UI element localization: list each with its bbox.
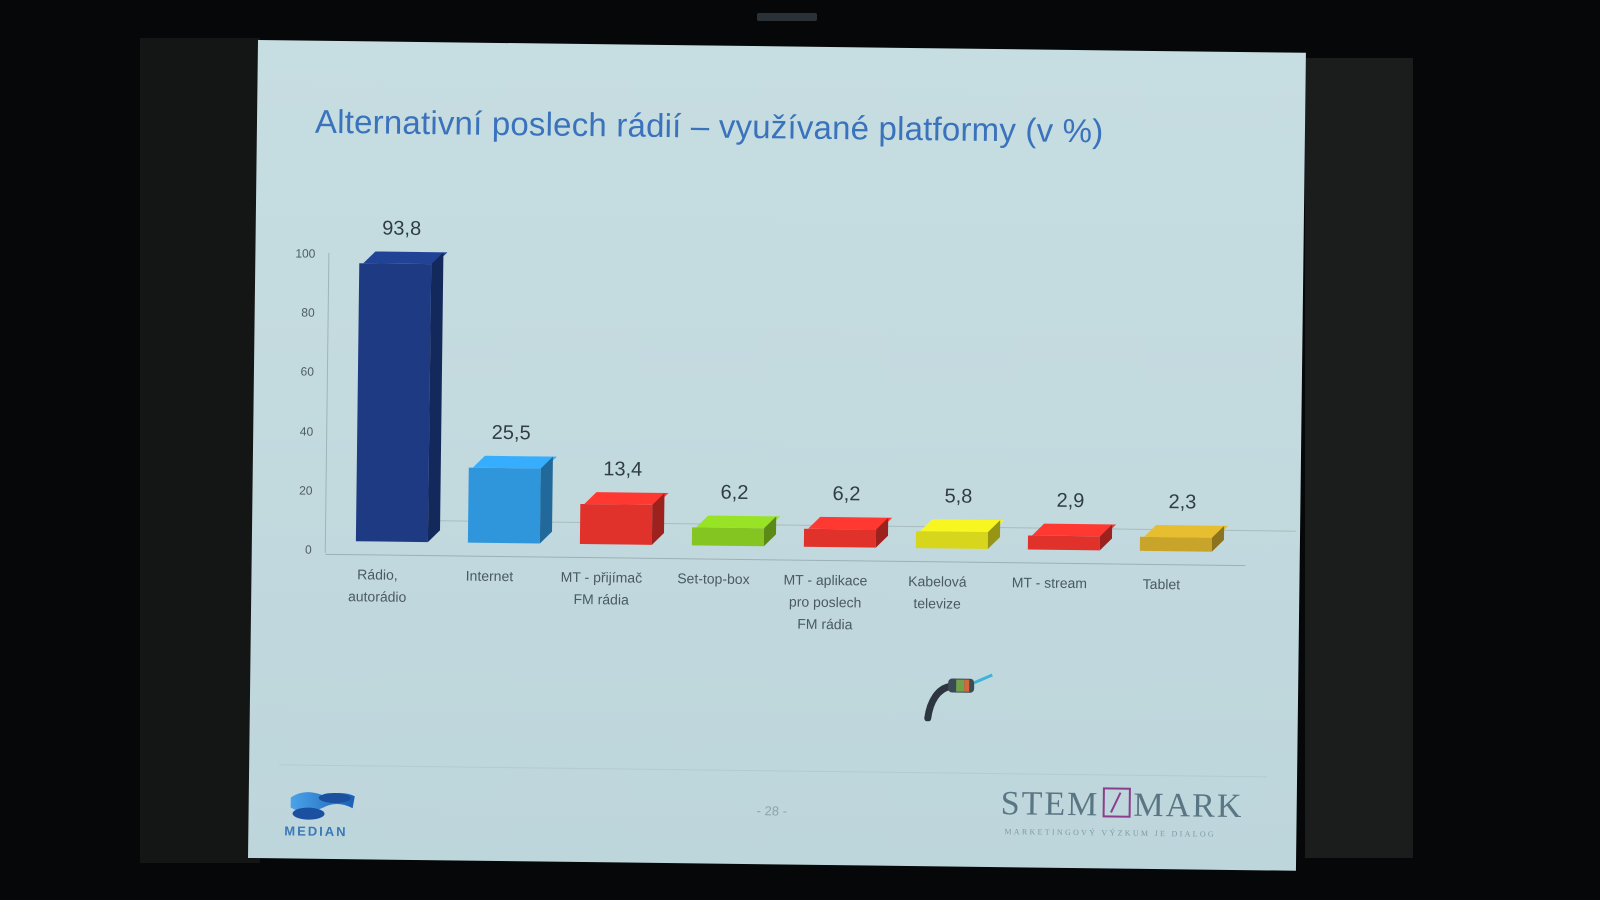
cable-connector-icon	[924, 673, 993, 722]
y-axis	[324, 252, 330, 553]
y-tick-label: 40	[299, 424, 314, 439]
room-light-spot	[757, 13, 817, 21]
chart-bar	[1139, 525, 1229, 552]
bar-value-label: 2,9	[1056, 489, 1085, 513]
bar-value-label: 93,8	[382, 217, 422, 241]
median-logo-text: MEDIAN	[284, 823, 348, 840]
bar-value-label: 6,2	[832, 482, 861, 506]
projector-screen-edge-left	[140, 38, 260, 863]
chart-bar	[579, 492, 669, 545]
y-tick-label: 20	[299, 483, 313, 498]
chart-bar	[691, 515, 781, 547]
bar-value-label: 25,5	[491, 421, 531, 444]
stem-logo-right: MARK	[1133, 786, 1244, 826]
category-label: MT - aplikace pro poslech FM rádia	[783, 571, 868, 633]
bar-chart: 0 20 40 60 80 100 93,8 Rádio, autorádio 25,5 Inte…	[249, 40, 1305, 753]
bar-value-label: 5,8	[944, 485, 973, 508]
category-label: Internet	[465, 567, 514, 585]
chart-bar	[915, 519, 1005, 549]
projector-screen-edge-right	[1305, 58, 1413, 858]
y-tick-label: 80	[301, 305, 315, 320]
stem-mark-tagline: MARKETINGOVÝ VÝZKUM JE DIALOG	[1004, 827, 1217, 839]
y-tick-label: 0	[305, 542, 312, 557]
chart-bar	[355, 251, 448, 543]
category-label: Rádio, autorádio	[347, 566, 407, 605]
page-number: - 28 -	[756, 803, 788, 819]
chart-bar	[803, 516, 893, 548]
stem-mark-logo: STEM MARK	[1000, 785, 1244, 826]
bar-value-label: 6,2	[720, 481, 749, 504]
median-logo-icon	[290, 792, 355, 820]
presentation-slide: Alternativní poslech rádií – využívané p…	[248, 40, 1306, 871]
category-label: Set-top-box	[677, 570, 750, 588]
stem-mark-box-icon	[1102, 787, 1131, 818]
y-tick-label: 100	[295, 246, 316, 261]
y-tick-label: 60	[300, 364, 315, 380]
bar-value-label: 13,4	[603, 458, 643, 482]
chart-bar	[467, 455, 557, 544]
chart-bar	[1027, 523, 1117, 551]
category-label: MT - přijímač FM rádia	[560, 568, 643, 608]
bar-value-label: 2,3	[1168, 491, 1197, 514]
category-label: Kabelová televize	[908, 572, 967, 612]
footer-divider	[279, 764, 1268, 778]
category-label: MT - stream	[1011, 574, 1088, 592]
stem-logo-left: STEM	[1000, 785, 1100, 824]
category-label: Tablet	[1142, 575, 1181, 593]
